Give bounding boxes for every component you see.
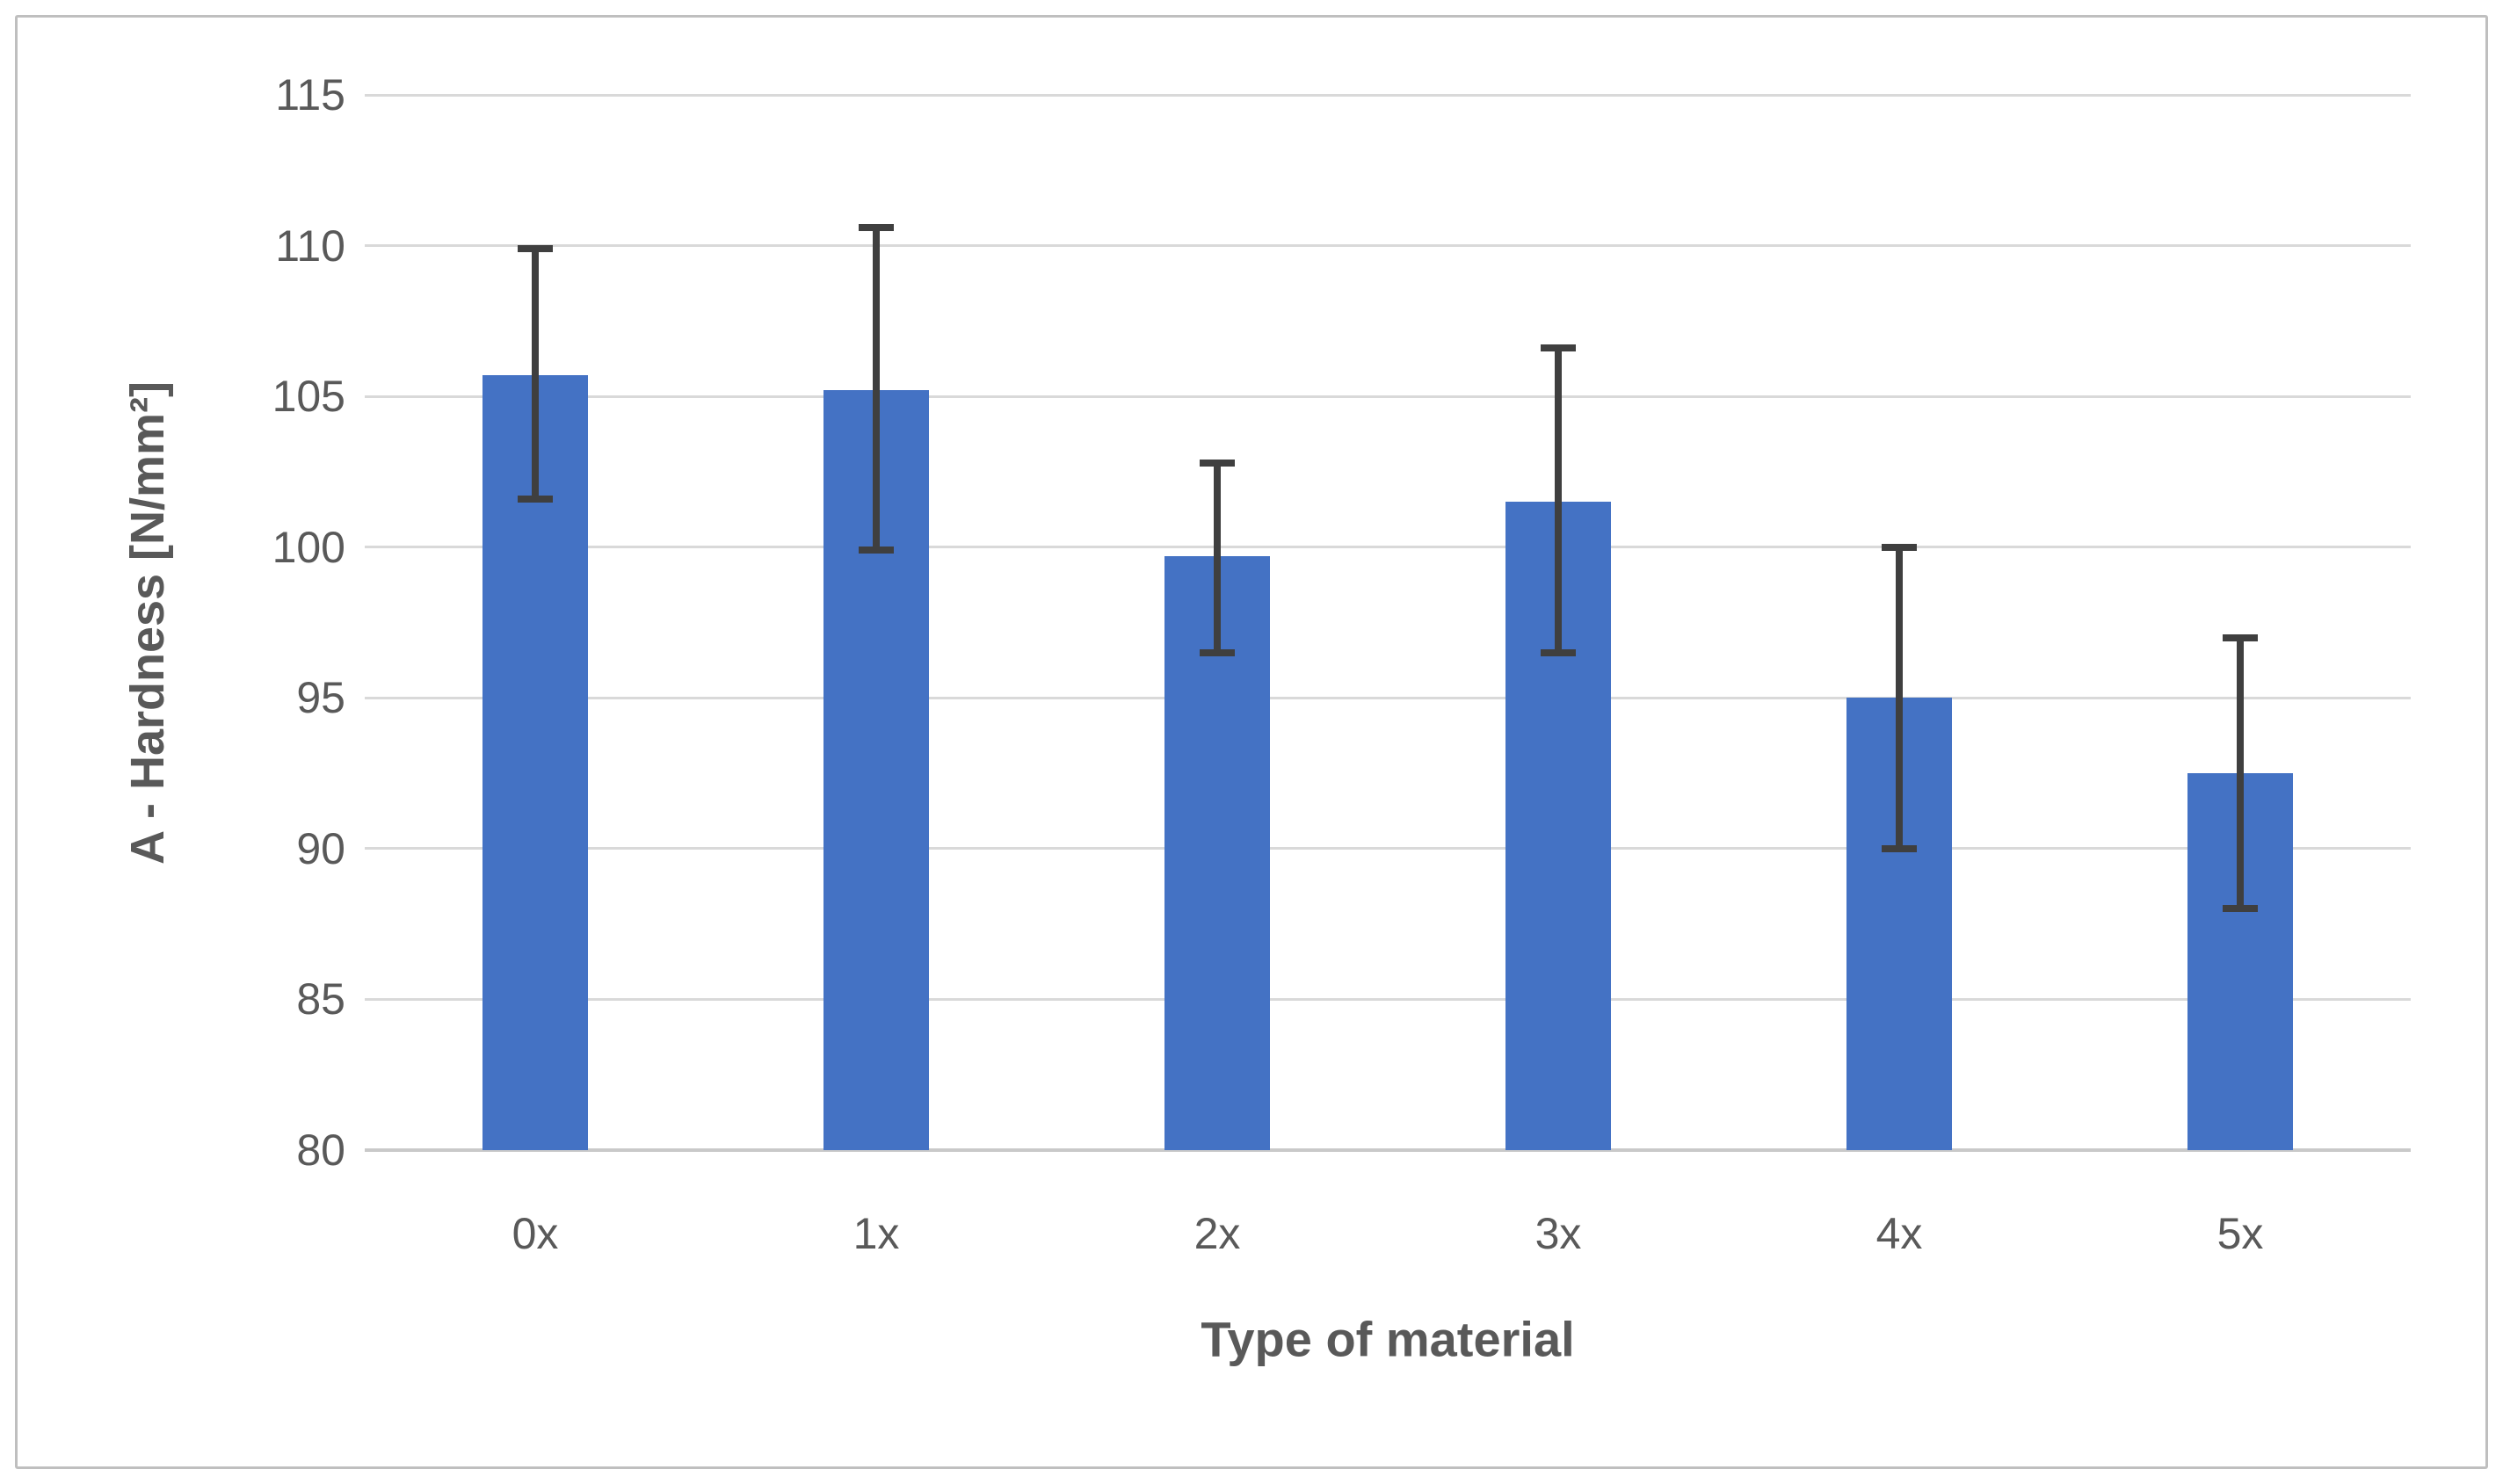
x-axis-category-label-3x: 3x (1534, 1209, 1582, 1258)
error-bar-cap-top-4x (1882, 543, 1917, 551)
y-axis-tick-label: 85 (296, 974, 345, 1024)
error-bar-1x (873, 227, 880, 551)
figure-frame-border (15, 15, 2488, 1469)
horizontal-gridline (365, 395, 2411, 398)
horizontal-gridline (365, 696, 2411, 699)
x-axis-category-label-1x: 1x (852, 1209, 900, 1258)
error-bar-3x (1555, 348, 1562, 653)
error-bar-cap-top-0x (518, 245, 553, 252)
error-bar-cap-top-5x (2223, 633, 2258, 641)
y-axis-tick-label: 110 (275, 221, 345, 271)
x-axis-title: Type of material (1201, 1311, 1575, 1367)
y-axis-title: A - Hardness [N/mm²] (121, 380, 174, 865)
x-axis-category-label-2x: 2x (1193, 1209, 1241, 1258)
y-axis-tick-label: 105 (272, 372, 345, 422)
horizontal-gridline (365, 546, 2411, 549)
error-bar-cap-top-2x (1200, 459, 1235, 467)
error-bar-cap-top-1x (859, 223, 894, 231)
y-axis-tick-label: 115 (275, 70, 345, 119)
error-bar-cap-bottom-3x (1541, 648, 1576, 656)
error-bar-0x (532, 249, 539, 499)
bar-0x (482, 375, 588, 1150)
horizontal-gridline (365, 847, 2411, 851)
error-bar-cap-bottom-2x (1200, 648, 1235, 656)
horizontal-gridline (365, 997, 2411, 1001)
error-bar-cap-bottom-0x (518, 495, 553, 503)
y-axis-tick-label: 90 (296, 823, 345, 873)
y-axis-tick-label: 100 (272, 522, 345, 572)
error-bar-4x (1896, 547, 1903, 849)
horizontal-gridline (365, 244, 2411, 248)
x-axis-category-label-4x: 4x (1875, 1209, 1923, 1258)
x-axis-category-label-0x: 0x (511, 1209, 559, 1258)
y-axis-tick-label: 80 (296, 1126, 345, 1175)
error-bar-cap-top-3x (1541, 344, 1576, 352)
error-bar-cap-bottom-1x (859, 547, 894, 554)
horizontal-gridline (365, 93, 2411, 97)
x-axis-category-label-5x: 5x (2216, 1209, 2264, 1258)
x-axis-baseline (365, 1148, 2411, 1152)
error-bar-cap-bottom-4x (1882, 844, 1917, 852)
error-bar-cap-bottom-5x (2223, 905, 2258, 913)
error-bar-2x (1214, 462, 1221, 653)
error-bar-5x (2237, 637, 2244, 909)
y-axis-tick-label: 95 (296, 673, 345, 723)
